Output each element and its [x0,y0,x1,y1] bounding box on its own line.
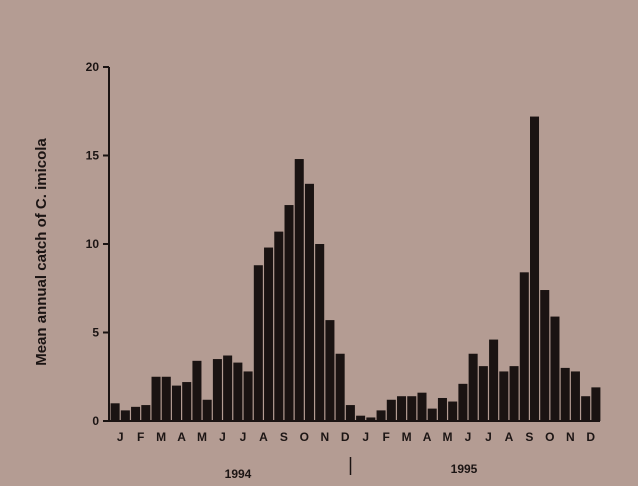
bar [427,408,437,421]
y-tick-label: 5 [92,326,99,340]
bar [141,405,151,421]
bar [182,382,192,421]
bar [294,159,304,422]
bar [223,355,233,421]
bar [468,353,478,421]
month-label: M [443,430,453,444]
month-label: A [423,430,432,444]
bar [417,392,427,421]
bar [325,320,335,421]
bar [192,360,202,421]
y-tick-label: 15 [86,149,100,163]
month-label: A [177,430,186,444]
month-label: F [383,430,390,444]
bar [284,205,294,421]
y-tick-label: 10 [86,237,100,251]
bar [489,339,499,421]
year-label-2: 1995 [451,462,478,476]
month-label: N [566,430,575,444]
month-label: M [402,430,412,444]
bar [274,231,284,421]
bar [570,371,580,421]
bar [530,116,540,421]
y-tick-label: 0 [92,414,99,428]
bar [253,265,263,421]
month-label: J [465,430,472,444]
bar [366,417,376,421]
month-label: J [117,430,124,444]
bar [448,401,458,421]
month-label: M [197,430,207,444]
y-axis-ticks: 0 5 10 15 20 [86,60,109,428]
bar [171,385,181,421]
bar [345,405,355,421]
bar [550,316,560,421]
bar [264,247,274,421]
bar [397,396,407,421]
bar [540,290,550,421]
bar [407,396,417,421]
month-label: S [280,430,288,444]
bar [437,397,447,421]
bar [356,415,366,421]
bar [212,359,222,421]
bar [458,383,468,421]
bar [478,366,488,421]
month-label: A [505,430,514,444]
month-label: S [525,430,533,444]
bar [243,371,253,421]
bar [335,353,345,421]
y-axis-label: Mean annual catch of C. imicola [33,138,50,366]
bar [499,371,509,421]
bar [376,410,386,421]
bar [581,396,591,421]
month-label: F [137,430,144,444]
bar [591,387,601,421]
bar [161,376,171,421]
month-label: J [240,430,247,444]
month-label: D [586,430,595,444]
bars [110,116,601,422]
month-label: J [362,430,369,444]
bar [151,376,161,421]
bar [560,367,570,421]
bar [233,362,243,421]
month-label: J [485,430,492,444]
month-label: M [156,430,166,444]
bar [202,399,212,421]
bar [509,366,519,421]
bar [131,406,141,421]
month-label: D [341,430,350,444]
bar [519,272,529,421]
y-tick-label: 20 [86,60,100,74]
bar [386,399,396,421]
month-label: N [320,430,329,444]
bar [315,244,325,421]
month-label: O [300,430,309,444]
month-label: A [259,430,268,444]
bar [304,183,314,421]
bar [120,410,130,421]
bar [110,403,120,421]
year-label-1: 1994 [225,467,252,481]
month-label: O [545,430,554,444]
month-label: J [219,430,226,444]
